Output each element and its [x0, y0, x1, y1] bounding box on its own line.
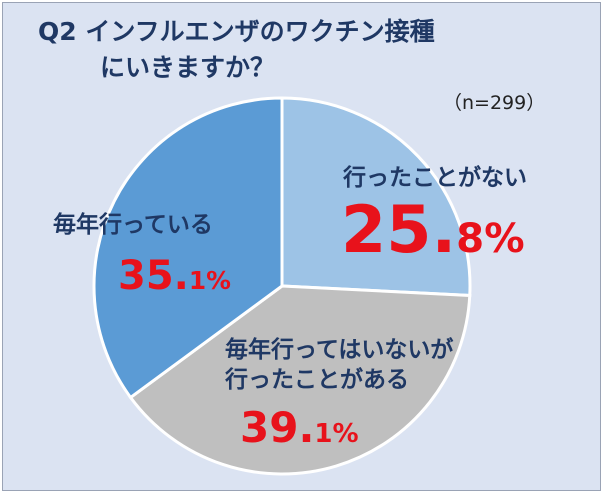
pie-slice-every-year: [92, 96, 284, 400]
slice-value-never: 25.8%: [341, 193, 525, 268]
slice-label-every-year: 毎年行っている: [53, 212, 213, 238]
chart-title-line1: Q2 インフルエンザのワクチン接種: [38, 17, 435, 46]
slice-value-every-year: 35.1%: [118, 253, 231, 299]
chart-title-line2: にいきますか？: [100, 53, 276, 82]
slice-label-sometimes-line2: 行ったことがある: [225, 367, 409, 393]
slice-label-sometimes: 毎年行ってはいないが 行ったことがある: [225, 335, 453, 395]
slice-label-never: 行ったことがない: [343, 165, 527, 191]
slice-label-sometimes-line1: 毎年行ってはいないが: [225, 337, 454, 363]
sample-size: （n=299）: [443, 92, 546, 114]
slice-value-sometimes: 39.1%: [240, 403, 359, 452]
chart-title: Q2 インフルエンザのワクチン接種 にいきますか？: [38, 14, 435, 86]
pie-slice-never: [280, 96, 472, 298]
pie-slice-sometimes: [128, 284, 472, 476]
